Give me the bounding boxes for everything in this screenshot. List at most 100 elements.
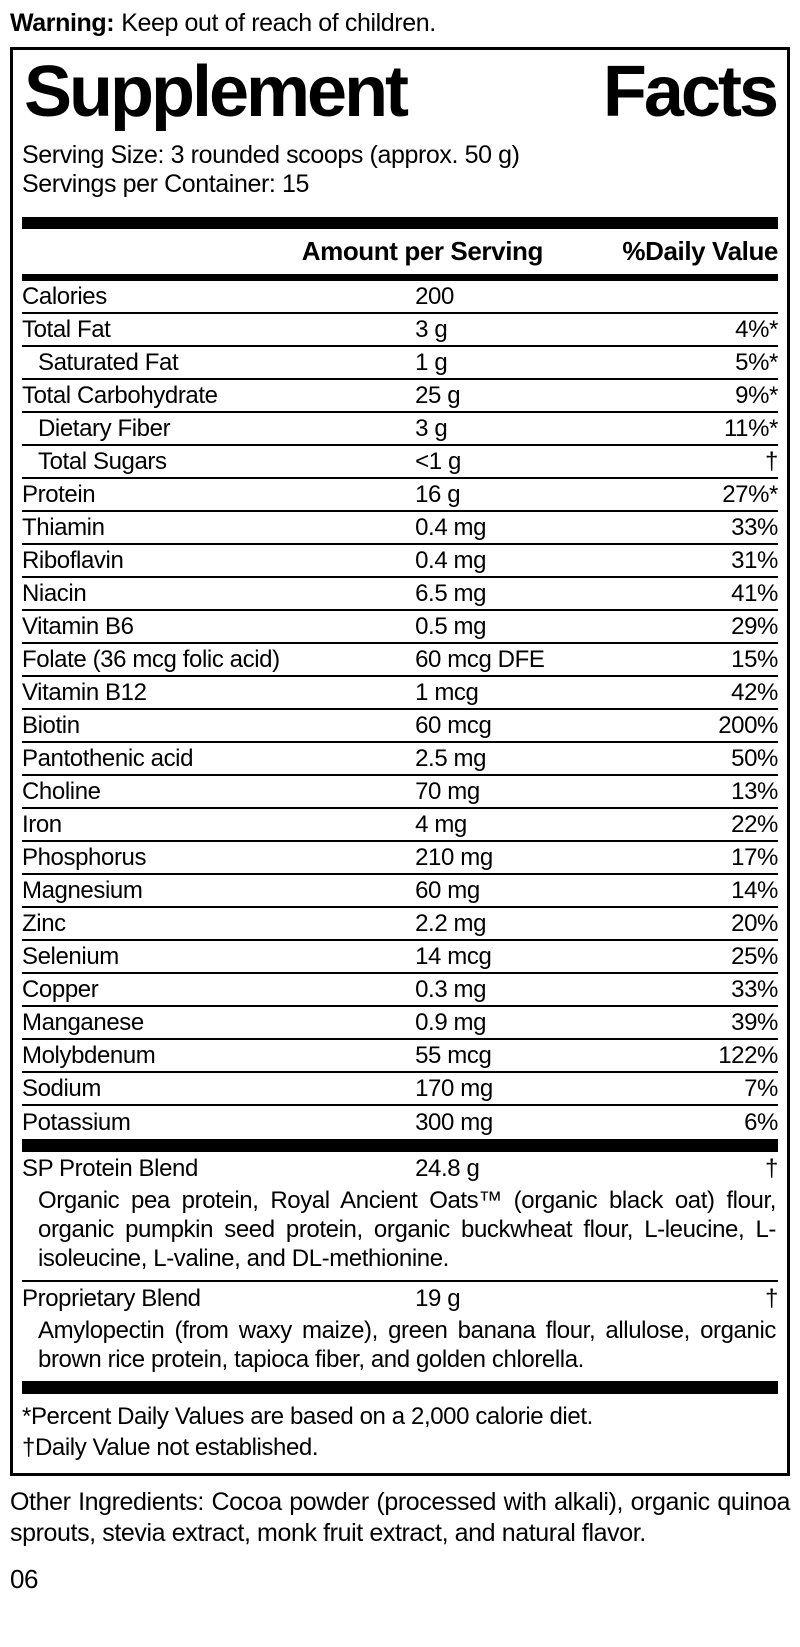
nutrient-row: Choline 70 mg 13%	[22, 776, 778, 810]
blend-row: Proprietary Blend 19 g †	[22, 1282, 778, 1316]
blend-name: Proprietary Blend	[22, 1285, 201, 1313]
nutrient-amount: 2.5 mg	[415, 744, 487, 772]
nutrient-name: Thiamin	[22, 513, 105, 541]
nutrient-daily-value: 33%	[731, 975, 778, 1003]
nutrient-amount: 14 mcg	[415, 942, 492, 970]
nutrient-name: Biotin	[22, 711, 80, 739]
nutrient-amount: 200	[415, 282, 454, 310]
nutrient-name: Manganese	[22, 1008, 144, 1036]
nutrient-amount: 6.5 mg	[415, 579, 487, 607]
amount-per-serving-header: Amount per Serving	[301, 236, 544, 267]
nutrient-row: Dietary Fiber 3 g 11%*	[22, 413, 778, 447]
nutrient-name: Niacin	[22, 579, 87, 607]
nutrient-daily-value: 39%	[731, 1008, 778, 1036]
nutrient-amount: 170 mg	[415, 1074, 493, 1102]
nutrient-row: Total Carbohydrate 25 g 9%*	[22, 380, 778, 414]
nutrient-row: Riboflavin 0.4 mg 31%	[22, 545, 778, 579]
nutrient-daily-value: 50%	[731, 744, 778, 772]
nutrient-name: Iron	[22, 810, 62, 838]
other-ingredients: Other Ingredients: Cocoa powder (process…	[10, 1488, 790, 1548]
nutrient-daily-value: 42%	[731, 678, 778, 706]
nutrient-amount: 0.4 mg	[415, 546, 487, 574]
nutrient-amount: 1 mcg	[415, 678, 479, 706]
warning-line: Warning: Keep out of reach of children.	[10, 6, 790, 47]
nutrient-daily-value: 11%*	[724, 414, 778, 442]
nutrient-name: Total Carbohydrate	[22, 381, 218, 409]
nutrient-row: Phosphorus 210 mg 17%	[22, 842, 778, 876]
nutrient-daily-value: †	[765, 447, 778, 475]
footnote: *Percent Daily Values are based on a 2,0…	[22, 1403, 593, 1431]
nutrient-amount: 2.2 mg	[415, 909, 487, 937]
nutrient-amount: 16 g	[415, 480, 461, 508]
footnotes: *Percent Daily Values are based on a 2,0…	[22, 1394, 778, 1467]
nutrient-daily-value: 4%*	[735, 315, 778, 343]
serving-size: Serving Size: 3 rounded scoops (approx. …	[22, 141, 520, 170]
nutrient-daily-value: 15%	[731, 645, 778, 673]
nutrient-amount: 4 mg	[415, 810, 467, 838]
nutrient-amount: 1 g	[415, 348, 448, 376]
nutrient-daily-value: 25%	[731, 942, 778, 970]
nutrient-daily-value: 27%*	[722, 480, 778, 508]
nutrient-name: Protein	[22, 480, 96, 508]
nutrient-daily-value: 29%	[731, 612, 778, 640]
nutrient-row: Protein 16 g 27%*	[22, 479, 778, 513]
nutrient-amount: 300 mg	[415, 1108, 493, 1136]
nutrient-daily-value: 14%	[731, 876, 778, 904]
blend-description: Amylopectin (from waxy maize), green ban…	[38, 1317, 776, 1374]
blend-name: SP Protein Blend	[22, 1155, 198, 1183]
nutrient-daily-value: 122%	[718, 1041, 778, 1069]
nutrient-name: Zinc	[22, 909, 66, 937]
nutrient-daily-value: 17%	[731, 843, 778, 871]
nutrient-row: Thiamin 0.4 mg 33%	[22, 512, 778, 546]
nutrient-amount: 70 mg	[415, 777, 480, 805]
nutrient-row: Folate (36 mcg folic acid) 60 mcg DFE 15%	[22, 644, 778, 678]
nutrient-daily-value: 13%	[731, 777, 778, 805]
daily-value-header: %Daily Value	[622, 236, 778, 267]
nutrient-daily-value: 41%	[731, 579, 778, 607]
panel-title: Supplement Facts	[24, 52, 779, 132]
blend-amount: 19 g	[415, 1285, 461, 1313]
blend-daily-value: †	[765, 1155, 778, 1183]
nutrient-name: Total Fat	[22, 315, 111, 343]
nutrient-daily-value: 31%	[731, 546, 778, 574]
nutrient-name: Sodium	[22, 1074, 101, 1102]
blend-amount: 24.8 g	[415, 1155, 480, 1183]
nutrient-name: Phosphorus	[22, 843, 147, 871]
nutrient-name: Total Sugars	[38, 447, 167, 475]
blend-daily-value: †	[765, 1285, 778, 1313]
nutrient-name: Molybdenum	[22, 1041, 156, 1069]
nutrient-rows: Calories 200 Total Fat 3 g 4%* Saturated Fat 1…	[22, 281, 778, 1139]
nutrient-daily-value: 6%	[744, 1108, 778, 1136]
nutrient-row: Biotin 60 mcg 200%	[22, 710, 778, 744]
nutrient-name: Vitamin B6	[22, 612, 134, 640]
page-number: 06	[10, 1564, 39, 1595]
thick-bar-blends	[22, 1139, 778, 1153]
nutrient-name: Choline	[22, 777, 101, 805]
nutrient-row: Niacin 6.5 mg 41%	[22, 578, 778, 612]
nutrient-daily-value: 20%	[731, 909, 778, 937]
nutrient-row: Sodium 170 mg 7%	[22, 1073, 778, 1107]
nutrient-row: Vitamin B6 0.5 mg 29%	[22, 611, 778, 645]
nutrient-name: Folate (36 mcg folic acid)	[22, 645, 280, 673]
nutrient-name: Dietary Fiber	[38, 414, 171, 442]
nutrient-amount: 0.4 mg	[415, 513, 487, 541]
label-page: Warning: Keep out of reach of children. S…	[10, 6, 790, 1595]
nutrient-amount: 0.9 mg	[415, 1008, 487, 1036]
nutrient-row: Saturated Fat 1 g 5%*	[22, 347, 778, 381]
nutrient-name: Calories	[22, 282, 107, 310]
nutrient-amount: 0.3 mg	[415, 975, 487, 1003]
nutrient-amount: 3 g	[415, 315, 448, 343]
nutrient-name: Copper	[22, 975, 99, 1003]
nutrient-amount: 60 mcg DFE	[415, 645, 545, 673]
column-header-row: Amount per Serving %Daily Value	[22, 229, 779, 274]
nutrient-daily-value: 5%*	[735, 348, 778, 376]
nutrient-row: Molybdenum 55 mcg 122%	[22, 1040, 778, 1074]
blend-description: Organic pea protein, Royal Ancient Oats™…	[22, 1186, 778, 1283]
nutrient-row: Pantothenic acid 2.5 mg 50%	[22, 743, 778, 777]
nutrient-name: Selenium	[22, 942, 119, 970]
nutrient-daily-value: 33%	[731, 513, 778, 541]
nutrient-amount: 25 g	[415, 381, 461, 409]
nutrient-row: Magnesium 60 mg 14%	[22, 875, 778, 909]
nutrient-name: Pantothenic acid	[22, 744, 194, 772]
nutrient-name: Saturated Fat	[38, 348, 179, 376]
